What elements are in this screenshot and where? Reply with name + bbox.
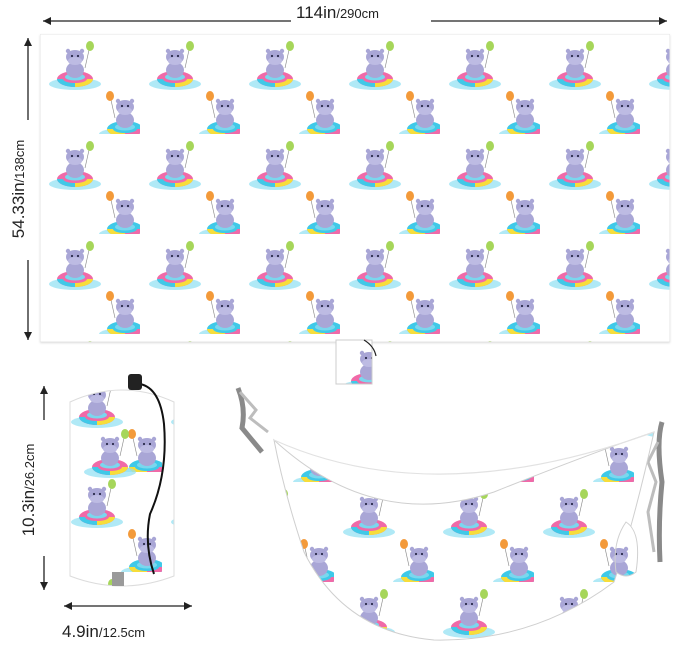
- width-arrow-icon: [43, 8, 667, 30]
- fabric-panel-image: [40, 34, 670, 342]
- bag-height-in: 10.3in: [19, 489, 38, 537]
- width-dimension: 114in/290cm: [41, 0, 669, 34]
- length-label-cm: /138cm: [12, 139, 27, 183]
- length-label-in: 54.33in: [9, 182, 28, 239]
- bag-width-cm: /12.5cm: [98, 625, 146, 640]
- bag-width-arrow-icon: [64, 602, 192, 610]
- stuff-sack-image: [62, 372, 192, 596]
- length-arrow-icon: [16, 38, 34, 340]
- bag-height-arrow-icon: [30, 386, 50, 590]
- hammock-image: [234, 382, 670, 644]
- width-label: 114in/290cm: [296, 3, 379, 23]
- stuff-sack-icon: [69, 374, 175, 587]
- bag-height-label: 10.3in/26.2cm: [19, 415, 39, 565]
- bag-height-dimension: 10.3in/26.2cm: [0, 382, 50, 594]
- small-pouch-image: [334, 336, 378, 386]
- hippo-pattern-icon: [40, 34, 670, 342]
- hammock-icon: [235, 387, 665, 641]
- width-label-cm: /290cm: [336, 6, 379, 21]
- width-label-in: 114in: [296, 3, 337, 22]
- bag-height-cm: /26.2cm: [22, 443, 37, 490]
- length-label: 54.33in/138cm: [9, 114, 29, 264]
- length-dimension: 54.33in/138cm: [0, 36, 34, 342]
- bag-width-dimension: 4.9in/12.5cm: [62, 598, 194, 644]
- bag-width-label: 4.9in/12.5cm: [62, 622, 145, 642]
- bag-width-in: 4.9in: [62, 622, 99, 641]
- pouch-icon: [335, 339, 377, 385]
